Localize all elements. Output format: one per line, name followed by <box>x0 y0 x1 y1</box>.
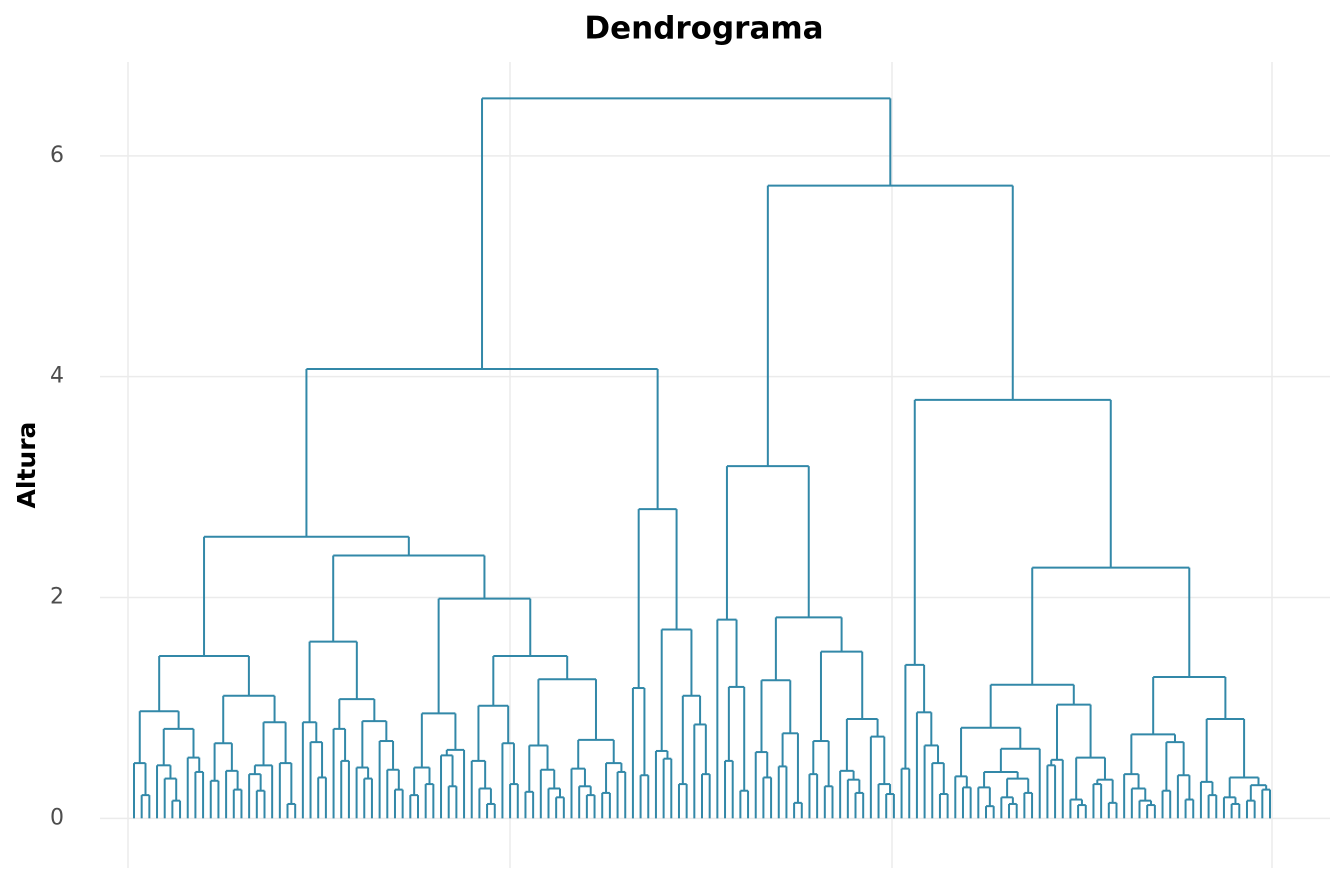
x-grid <box>127 62 1273 868</box>
y-tick-label: 4 <box>50 364 64 389</box>
chart-title: Dendrograma <box>584 11 823 47</box>
y-tick-label: 2 <box>50 584 64 609</box>
y-tick-label: 6 <box>50 143 64 168</box>
y-tick-label: 0 <box>50 805 64 830</box>
y-axis-label: Altura <box>12 422 41 509</box>
